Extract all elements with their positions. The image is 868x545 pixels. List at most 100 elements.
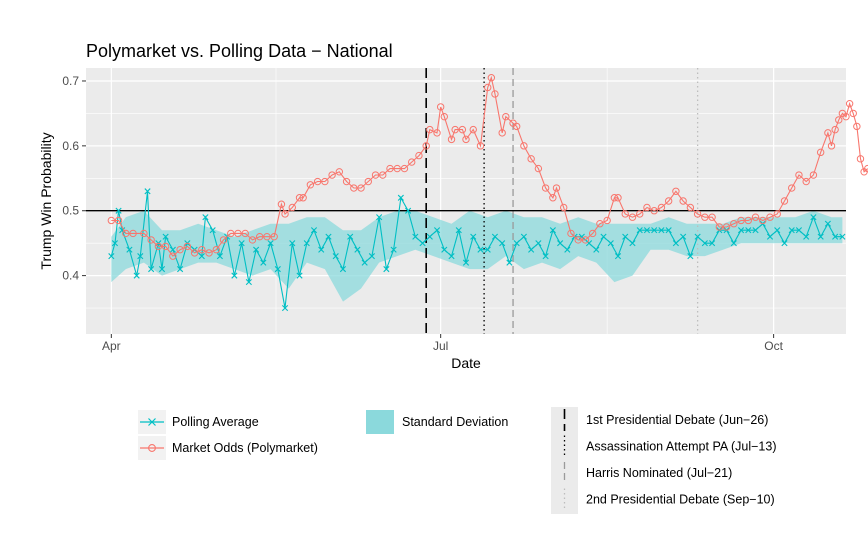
market-point bbox=[371, 171, 380, 179]
market-point bbox=[313, 177, 322, 186]
x-tick-label: Oct bbox=[764, 339, 783, 353]
legend-polling: Polling Average bbox=[138, 410, 259, 434]
market-point bbox=[335, 168, 344, 176]
polling-point bbox=[564, 246, 571, 253]
polling-point bbox=[260, 259, 267, 266]
polling-point bbox=[405, 207, 412, 214]
market-point bbox=[219, 236, 228, 244]
market-point bbox=[679, 197, 687, 205]
market-point bbox=[469, 125, 477, 134]
polling-point bbox=[824, 220, 831, 227]
market-point bbox=[422, 142, 430, 150]
polling-point bbox=[810, 214, 817, 221]
polling-point bbox=[238, 240, 245, 247]
std-band-layer bbox=[111, 210, 843, 302]
market-point bbox=[147, 236, 155, 244]
polling-point bbox=[832, 233, 839, 240]
market-point bbox=[176, 245, 184, 254]
market-point bbox=[744, 216, 752, 225]
market-point bbox=[350, 184, 358, 192]
market-point bbox=[574, 236, 582, 244]
polling-point bbox=[274, 266, 281, 273]
y-tick-label: 0.6 bbox=[62, 139, 79, 153]
polling-point bbox=[126, 246, 133, 253]
event-lines bbox=[425, 68, 699, 334]
market-point bbox=[541, 184, 550, 192]
market-point bbox=[129, 229, 137, 238]
legend-event-label: Assassination Attempt PA (Jul−13) bbox=[586, 440, 777, 454]
market-point bbox=[212, 245, 220, 254]
market-point bbox=[788, 184, 796, 192]
plot-panel bbox=[86, 68, 846, 334]
polling-point bbox=[470, 233, 477, 240]
market-point bbox=[549, 194, 557, 202]
market-point bbox=[816, 148, 825, 157]
polling-point bbox=[148, 266, 155, 273]
market-point bbox=[502, 112, 510, 121]
market-point bbox=[408, 158, 416, 166]
market-point bbox=[415, 151, 423, 160]
legend-label-polling: Polling Average bbox=[172, 415, 259, 429]
legend-event-label: Harris Nominated (Jul−21) bbox=[586, 466, 732, 480]
y-axis-ticks: 0.4 0.5 0.6 0.7 bbox=[62, 74, 86, 283]
market-point bbox=[773, 210, 781, 218]
market-point bbox=[845, 99, 854, 108]
polling-point bbox=[169, 246, 176, 253]
series-line bbox=[110, 191, 843, 309]
polling-point bbox=[376, 214, 383, 221]
market-point bbox=[462, 135, 470, 144]
polling-point bbox=[216, 253, 223, 260]
polling-point bbox=[177, 266, 184, 273]
polling-point bbox=[368, 253, 375, 260]
polling-point bbox=[137, 253, 144, 260]
market-point bbox=[831, 125, 839, 134]
polling-point bbox=[296, 272, 303, 279]
market-point bbox=[567, 229, 575, 238]
polling-point bbox=[752, 227, 759, 234]
market-point bbox=[379, 171, 387, 179]
polling-point bbox=[636, 227, 643, 234]
std-band bbox=[111, 210, 843, 302]
x-axis-label: Date bbox=[451, 355, 481, 371]
polling-point bbox=[499, 240, 506, 247]
x-axis-ticks: Apr Jul Oct bbox=[102, 334, 784, 353]
market-point bbox=[169, 252, 177, 260]
polling-point bbox=[658, 227, 665, 234]
market-point bbox=[433, 129, 441, 137]
polling-point bbox=[289, 240, 296, 247]
market-point bbox=[766, 213, 774, 221]
market-point bbox=[241, 229, 249, 238]
market-point bbox=[534, 164, 543, 173]
market-point bbox=[476, 142, 485, 150]
polling-point bbox=[520, 233, 527, 240]
x-tick-label: Jul bbox=[433, 339, 448, 353]
legend-market: Market Odds (Polymarket) bbox=[138, 436, 318, 460]
market-point bbox=[621, 210, 629, 218]
market-point bbox=[281, 210, 289, 218]
x-tick-label: Apr bbox=[102, 339, 121, 353]
polling-point bbox=[781, 240, 788, 247]
polling-point bbox=[162, 233, 169, 240]
polling-point bbox=[347, 233, 354, 240]
market-point bbox=[751, 213, 760, 221]
polling-point bbox=[383, 266, 390, 273]
market-point bbox=[643, 203, 651, 212]
polling-point bbox=[281, 304, 289, 312]
market-point bbox=[657, 203, 666, 212]
market-point bbox=[827, 142, 836, 150]
market-point bbox=[227, 229, 235, 238]
market-point bbox=[256, 232, 264, 241]
polling-point bbox=[687, 253, 694, 260]
polling-point bbox=[245, 279, 252, 286]
polling-point bbox=[202, 214, 209, 221]
market-point bbox=[270, 232, 278, 241]
market-point bbox=[328, 171, 336, 179]
market-point bbox=[107, 216, 116, 225]
market-point bbox=[560, 203, 568, 212]
y-tick-label: 0.7 bbox=[62, 74, 79, 88]
polling-point bbox=[506, 259, 513, 266]
polling-point bbox=[737, 227, 745, 234]
polling-point bbox=[108, 253, 115, 260]
market-point bbox=[856, 155, 865, 163]
polling-point bbox=[209, 227, 216, 234]
